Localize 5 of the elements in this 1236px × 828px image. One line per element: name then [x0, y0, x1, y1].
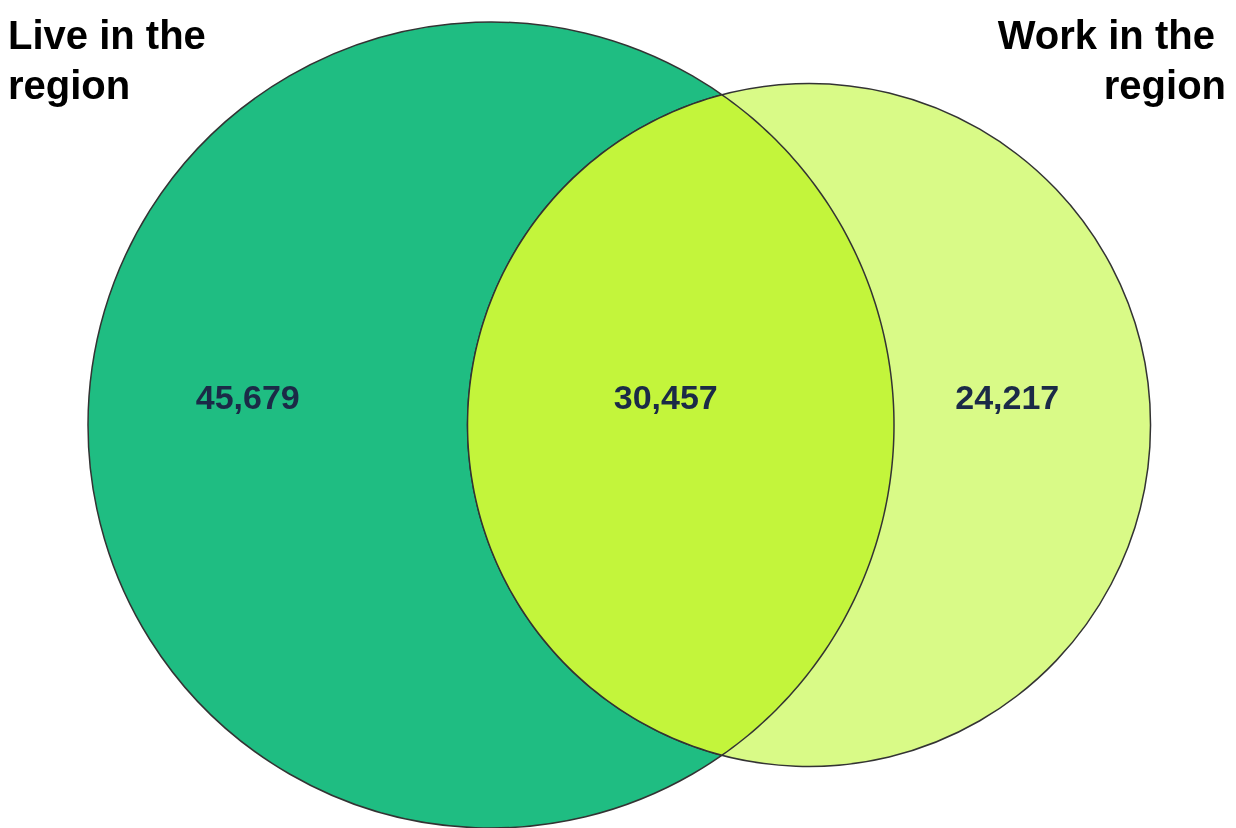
data-label: 45,679: [195, 378, 300, 416]
text: Work in the region: [997, 13, 1226, 107]
data-label: 24,217: [955, 378, 1060, 416]
data-label: 30,457: [613, 378, 718, 416]
text: Live in the region: [8, 13, 217, 107]
